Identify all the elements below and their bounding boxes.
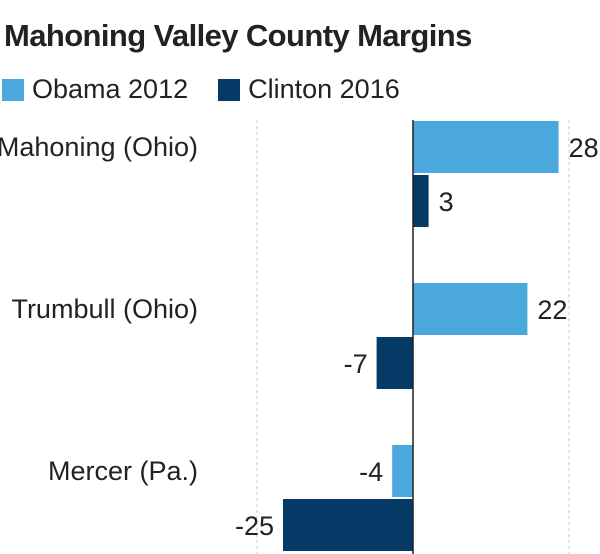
chart-title: Mahoning Valley County Margins [4, 18, 472, 53]
bar-obama-2012 [392, 445, 413, 497]
category-label: Mahoning (Ohio) [0, 132, 198, 162]
category-label: Trumbull (Ohio) [11, 294, 198, 324]
chart-legend: Obama 2012 Clinton 2016 [2, 74, 430, 105]
category-label: Mercer (Pa.) [48, 456, 198, 486]
legend-label-clinton-2016: Clinton 2016 [248, 74, 400, 104]
legend-item-clinton-2016: Clinton 2016 [218, 74, 400, 105]
bar-clinton-2016 [376, 337, 413, 389]
legend-swatch-clinton-2016 [218, 78, 241, 101]
legend-swatch-obama-2012 [2, 78, 24, 101]
bar-obama-2012 [413, 121, 559, 173]
data-label: -4 [359, 457, 383, 487]
data-label: -7 [344, 349, 368, 379]
bar-obama-2012 [413, 283, 528, 335]
data-label: 3 [439, 187, 454, 217]
data-label: -25 [235, 511, 274, 541]
bar-clinton-2016 [283, 499, 413, 551]
legend-label-obama-2012: Obama 2012 [32, 74, 189, 104]
bar-clinton-2016 [413, 175, 429, 227]
data-label: 22 [537, 295, 567, 325]
data-label: 28 [569, 133, 599, 163]
legend-item-obama-2012: Obama 2012 [2, 74, 188, 105]
